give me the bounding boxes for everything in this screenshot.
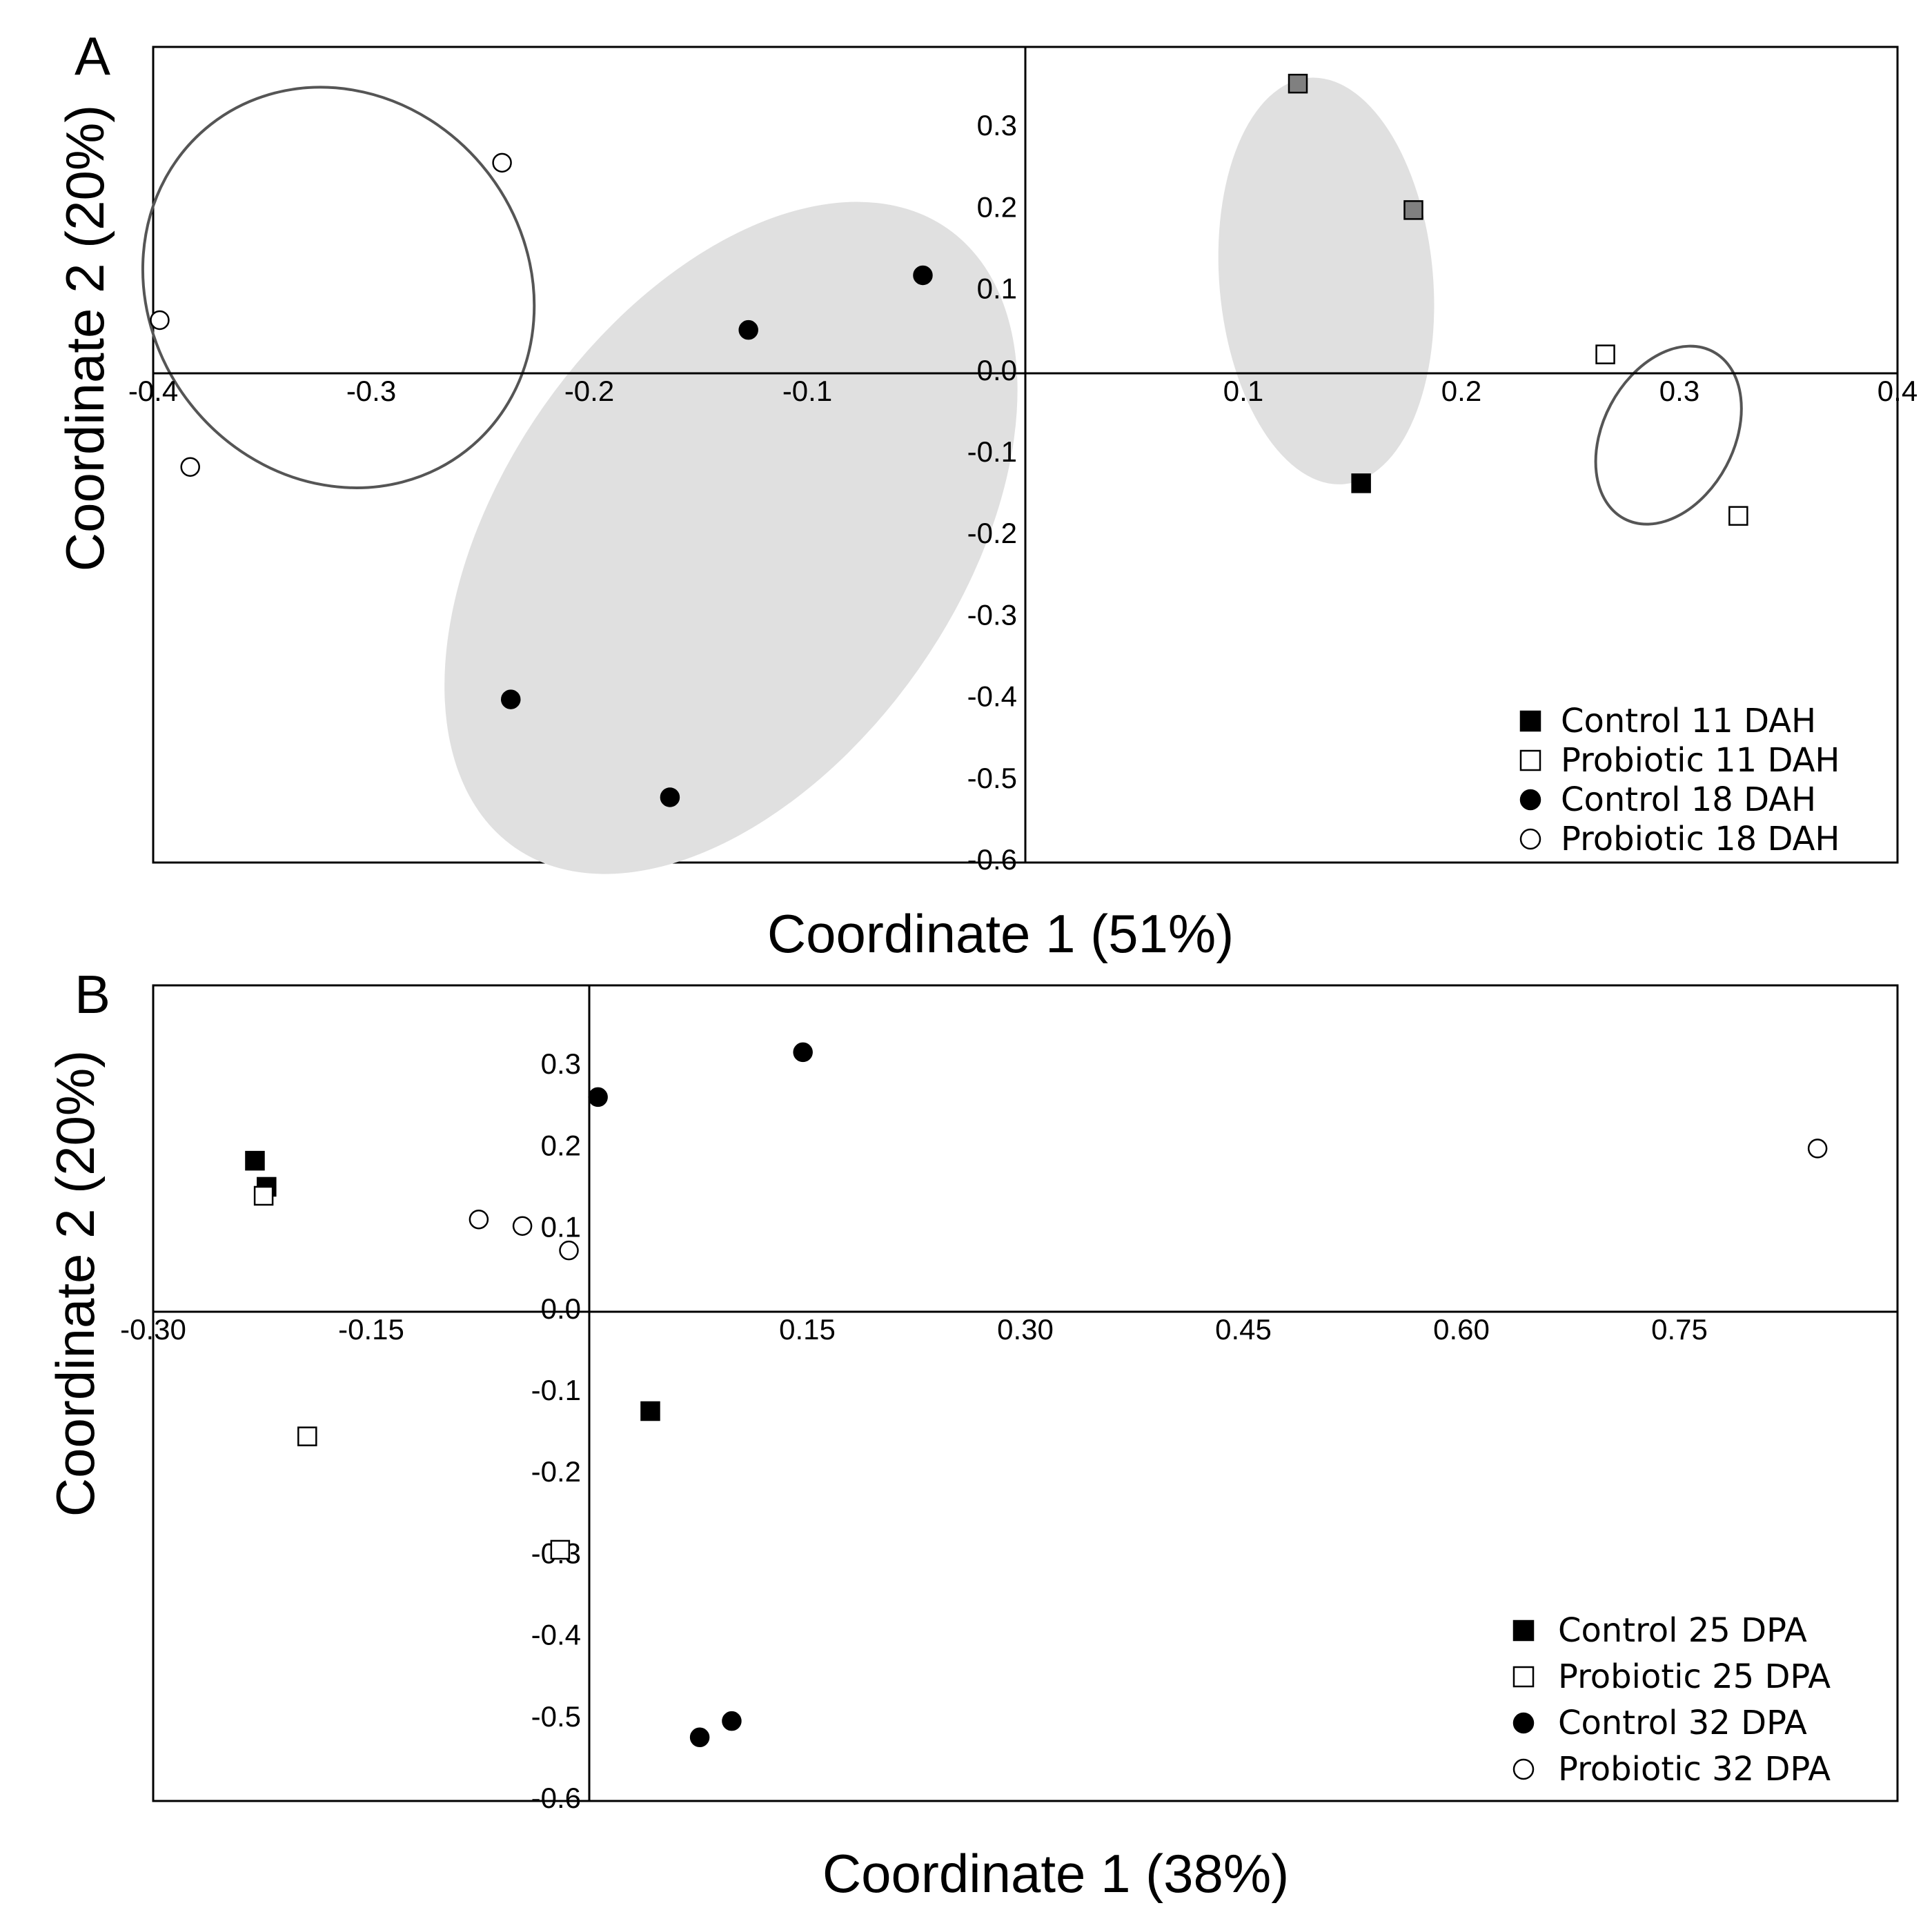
panel-a-point-control-11-dah bbox=[1403, 200, 1423, 220]
panel-b-legend: Control 25 DPA Probiotic 25 DPA Control 32… bbox=[1512, 1611, 1831, 1789]
panel-b-ytick-label: -0.4 bbox=[531, 1619, 581, 1651]
panel-b-point-probiotic-25-dpa bbox=[297, 1426, 317, 1446]
panel-a-ytick-label: -0.1 bbox=[967, 435, 1017, 468]
panel-a-point-control-18-dah bbox=[500, 689, 521, 709]
panel-b-xtick-label: 0.15 bbox=[779, 1313, 836, 1346]
panel-b-legend-label: Probiotic 25 DPA bbox=[1558, 1657, 1831, 1696]
panel-b-frame bbox=[152, 984, 1899, 1802]
panel-a-legend-marker bbox=[1519, 710, 1541, 732]
panel-b-legend-marker bbox=[1512, 1712, 1535, 1734]
panel-b-ytick-label: 0.2 bbox=[541, 1129, 581, 1161]
panel-a-xtick-label: -0.4 bbox=[128, 375, 178, 407]
panel-b-point-control-32-dpa bbox=[722, 1711, 742, 1731]
panel-b-point-control-32-dpa bbox=[588, 1087, 608, 1107]
panel-a-point-probiotic-11-dah bbox=[1595, 344, 1615, 364]
panel-a: A -0.4 -0.3 -0.2 -0.1 0.1 0.2 0.3 0.4 0.3 0.2 0.1… bbox=[55, 26, 1918, 964]
panel-a-point-probiotic-18-dah bbox=[492, 152, 512, 173]
panel-a-xtick-label: 0.2 bbox=[1441, 375, 1481, 407]
panel-a-legend-marker bbox=[1519, 789, 1541, 811]
panel-a-legend-label: Control 11 DAH bbox=[1561, 702, 1816, 740]
panel-b-point-probiotic-25-dpa bbox=[550, 1539, 571, 1560]
panel-a-legend-label: Control 18 DAH bbox=[1561, 780, 1816, 819]
panel-a-ellipse-3 bbox=[1218, 77, 1435, 484]
panel-a-x-title: Coordinate 1 (51%) bbox=[767, 903, 1234, 964]
panel-a-xtick-label: -0.3 bbox=[346, 375, 396, 407]
panel-a-ytick-label: 0.0 bbox=[977, 354, 1017, 386]
panel-b-legend-marker bbox=[1512, 1619, 1535, 1642]
panel-b-ytick-label: -0.6 bbox=[531, 1782, 581, 1814]
panel-a-ytick-label: -0.6 bbox=[967, 843, 1017, 876]
panel-b-xtick-label: -0.15 bbox=[338, 1313, 404, 1346]
panel-a-ytick-label: 0.2 bbox=[977, 190, 1017, 223]
panel-a-legend-label: Probiotic 11 DAH bbox=[1561, 741, 1840, 780]
panel-b-xtick-label: 0.75 bbox=[1651, 1313, 1708, 1346]
panel-b-legend-marker bbox=[1512, 1666, 1535, 1688]
panel-b-point-probiotic-32-dpa bbox=[512, 1216, 533, 1236]
panel-a-point-control-11-dah bbox=[1288, 73, 1308, 94]
panel-b-ytick-label: 0.0 bbox=[541, 1292, 581, 1325]
panel-a-ytick-label: -0.5 bbox=[967, 762, 1017, 794]
panel-a-point-probiotic-11-dah bbox=[1728, 506, 1748, 526]
panel-b-xtick-label: 0.45 bbox=[1215, 1313, 1272, 1346]
panel-b-point-control-25-dpa bbox=[245, 1150, 265, 1171]
panel-a-ellipse-1 bbox=[141, 86, 536, 489]
panel-a-ytick-label: -0.4 bbox=[967, 680, 1017, 713]
panel-b-point-control-25-dpa bbox=[640, 1401, 660, 1421]
panel-b-point-control-32-dpa bbox=[689, 1727, 710, 1748]
panel-a-point-control-18-dah bbox=[738, 319, 758, 340]
panel-b-xtick-label: 0.60 bbox=[1433, 1313, 1490, 1346]
panel-b-point-probiotic-32-dpa bbox=[559, 1240, 579, 1261]
panel-a-xtick-label: -0.1 bbox=[782, 375, 832, 407]
panel-a-y-title: Coordinate 2 (20%) bbox=[55, 105, 115, 571]
panel-b-ytick-label: -0.5 bbox=[531, 1700, 581, 1733]
panel-a-point-control-11-dah bbox=[1351, 473, 1371, 493]
panel-a-point-control-18-dah bbox=[660, 787, 680, 807]
panel-b-legend-marker bbox=[1512, 1758, 1535, 1780]
panel-b-y-title: Coordinate 2 (20%) bbox=[45, 1050, 106, 1517]
panel-a-legend-marker bbox=[1519, 828, 1541, 850]
panel-b-label: B bbox=[75, 964, 110, 1025]
panel-b-ytick-label: 0.3 bbox=[541, 1047, 581, 1080]
panel-b-point-probiotic-25-dpa bbox=[253, 1185, 274, 1206]
panel-b-point-control-32-dpa bbox=[793, 1042, 813, 1063]
panel-b-ytick-label: -0.2 bbox=[531, 1455, 581, 1488]
panel-a-xtick-label: -0.2 bbox=[564, 375, 614, 407]
panel-b-legend-label: Control 32 DPA bbox=[1558, 1704, 1807, 1742]
panel-a-point-probiotic-18-dah bbox=[180, 457, 200, 477]
panel-b-xtick-label: -0.30 bbox=[120, 1313, 186, 1346]
panel-a-point-probiotic-18-dah bbox=[150, 310, 170, 331]
panel-a-ytick-label: 0.1 bbox=[977, 273, 1017, 305]
panel-b-point-probiotic-32-dpa bbox=[469, 1209, 489, 1230]
panel-b-ytick-label: -0.1 bbox=[531, 1374, 581, 1406]
panel-b-legend-label: Probiotic 32 DPA bbox=[1558, 1750, 1831, 1789]
panel-a-xtick-label: 0.4 bbox=[1877, 375, 1918, 407]
panel-a-point-control-18-dah bbox=[913, 265, 933, 286]
panel-a-ellipse-4 bbox=[1594, 344, 1743, 526]
panel-b: B -0.30 -0.15 0.15 0.30 0.45 0.60 0.75 0.3 0.2 0… bbox=[45, 964, 1899, 1904]
panel-b-x-title: Coordinate 1 (38%) bbox=[822, 1843, 1289, 1904]
panel-b-point-probiotic-32-dpa bbox=[1807, 1139, 1828, 1159]
panel-a-ytick-label: -0.3 bbox=[967, 598, 1017, 631]
panel-b-ytick-label: 0.1 bbox=[541, 1211, 581, 1243]
panel-a-ytick-label: -0.2 bbox=[967, 517, 1017, 549]
panel-a-xtick-label: 0.3 bbox=[1659, 375, 1699, 407]
panel-a-legend-marker bbox=[1519, 749, 1541, 771]
panel-b-xtick-label: 0.30 bbox=[997, 1313, 1054, 1346]
panel-a-label: A bbox=[75, 26, 110, 86]
panel-a-legend-label: Probiotic 18 DAH bbox=[1561, 820, 1840, 858]
panel-b-legend-label: Control 25 DPA bbox=[1558, 1611, 1807, 1650]
panel-a-xtick-label: 0.1 bbox=[1223, 375, 1263, 407]
panel-a-ellipse-2 bbox=[444, 201, 1018, 874]
panel-a-ytick-label: 0.3 bbox=[977, 109, 1017, 141]
